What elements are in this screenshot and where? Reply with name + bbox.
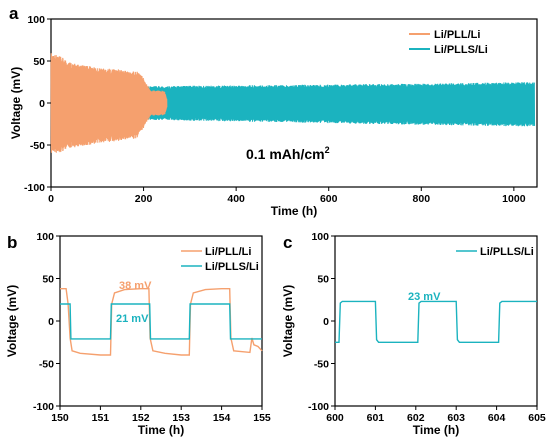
x-tick-label: 800	[413, 193, 431, 205]
y-tick-label: 0	[48, 316, 54, 328]
y-tick-label: 50	[317, 274, 329, 286]
x-tick-label: 600	[320, 193, 338, 205]
y-tick-label: 50	[42, 274, 54, 286]
x-tick-label: 151	[92, 412, 110, 424]
x-tick-label: 605	[528, 412, 546, 424]
x-tick-label: 600	[326, 412, 344, 424]
panel-c-annotation-23mv: 23 mV	[408, 291, 441, 303]
panel-a-legend: Li/PLL/Li Li/PLLS/Li	[409, 29, 488, 56]
panel-a-plot-area	[50, 53, 536, 153]
y-tick-label: 50	[33, 56, 45, 68]
panel-c-xlabel: Time (h)	[413, 423, 459, 437]
panel-b-y-ticks: 100 50 0 -50 -100	[33, 231, 60, 413]
panel-b-x-ticks: 150 151 152 153 154 155	[51, 406, 271, 424]
panel-c: c 600 601 602 603 604 605 100 50 0 -50 -100 Time …	[281, 231, 546, 437]
series-line-plls	[143, 82, 536, 127]
panel-a-letter: a	[9, 4, 19, 23]
panel-b-legend: Li/PLL/Li Li/PLLS/Li	[181, 246, 259, 273]
panel-a-areal-capacity-annotation: 0.1 mAh/cm2	[246, 145, 330, 162]
panel-b-letter: b	[7, 233, 17, 252]
x-tick-label: 154	[213, 412, 231, 424]
x-tick-label: 150	[51, 412, 69, 424]
panel-c-x-ticks: 600 601 602 603 604 605	[326, 406, 546, 424]
x-tick-label: 603	[447, 412, 465, 424]
series-line-pll	[50, 53, 168, 153]
panel-b-annotation-38mv: 38 mV	[119, 280, 152, 292]
x-tick-label: 604	[488, 412, 506, 424]
panel-c-letter: c	[283, 233, 292, 252]
panel-a-annotation-sup: 2	[325, 145, 330, 155]
x-tick-label: 400	[227, 193, 245, 205]
y-tick-label: 100	[36, 231, 54, 243]
panel-c-frame	[334, 235, 538, 407]
x-tick-label: 601	[367, 412, 385, 424]
legend-label-plls: Li/PLLS/Li	[434, 44, 488, 56]
panel-b-plot-area	[60, 288, 263, 356]
panel-c-y-ticks: 100 50 0 -50 -100	[308, 231, 335, 413]
panel-b-legend-label-plls: Li/PLLS/Li	[205, 261, 259, 273]
panel-b-legend-label-pll: Li/PLL/Li	[205, 246, 251, 258]
y-tick-label: 0	[323, 316, 329, 328]
x-tick-label: 200	[135, 193, 153, 205]
y-tick-label: -100	[308, 401, 329, 413]
panel-b-ylabel: Voltage (mV)	[5, 285, 19, 357]
panel-a: a 0 200 400 600 800 1000 100 50 0 -50 -100 Time (…	[9, 4, 538, 218]
y-tick-label: 100	[27, 14, 45, 26]
y-tick-label: -50	[314, 359, 329, 371]
panel-b-xlabel: Time (h)	[138, 423, 184, 437]
panel-b: b 150 151 152 153 154 155 100 50 0 -50 -100 Time …	[5, 231, 271, 437]
x-tick-label: 155	[253, 412, 271, 424]
panel-c-legend: Li/PLLS/Li	[456, 246, 534, 258]
x-tick-label: 1000	[502, 193, 526, 205]
y-tick-label: 100	[311, 231, 329, 243]
x-tick-label: 602	[407, 412, 425, 424]
x-tick-label: 152	[132, 412, 150, 424]
panel-a-xlabel: Time (h)	[271, 204, 317, 218]
panel-b-annotation-21mv: 21 mV	[116, 313, 149, 325]
panel-a-ylabel: Voltage (mV)	[9, 67, 23, 139]
panel-a-y-ticks: 100 50 0 -50 -100	[24, 14, 51, 194]
y-tick-label: -50	[30, 140, 45, 152]
series-line-li-pll-li	[60, 288, 263, 356]
series-line-li-plls-li	[60, 303, 262, 340]
panel-c-plot-area	[335, 300, 537, 343]
panel-c-legend-label-plls: Li/PLLS/Li	[480, 246, 534, 258]
x-tick-label: 0	[48, 193, 54, 205]
y-tick-label: 0	[39, 98, 45, 110]
series-line-li-plls-li	[335, 300, 537, 343]
panel-a-x-ticks: 0 200 400 600 800 1000	[48, 187, 526, 205]
legend-label-pll: Li/PLL/Li	[434, 29, 480, 41]
y-tick-label: -100	[33, 401, 54, 413]
y-tick-label: -50	[39, 359, 54, 371]
panel-a-annotation-main: 0.1 mAh/cm	[246, 146, 325, 162]
panel-c-ylabel: Voltage (mV)	[281, 285, 295, 357]
y-tick-label: -100	[24, 182, 45, 194]
x-tick-label: 153	[172, 412, 190, 424]
